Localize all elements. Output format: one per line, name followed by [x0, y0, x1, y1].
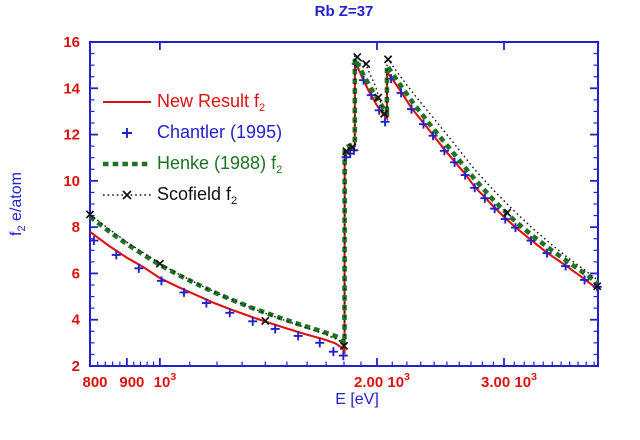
- legend-item-chantler: Chantler (1995): [102, 122, 282, 144]
- legend-item-henke: Henke (1988) f2: [102, 152, 283, 176]
- series-chantler-1995: [89, 59, 602, 361]
- legend-item-scofield: Scofield f2: [102, 183, 282, 207]
- y-axis-label-prefix: f: [8, 231, 25, 236]
- series-scofield: [85, 52, 602, 351]
- x-axis-label: E [eV]: [335, 391, 379, 408]
- chart-title: Rb Z=37: [314, 3, 374, 20]
- legend-label-chantler: Chantler (1995): [157, 121, 283, 142]
- y-tick-label: 2: [72, 358, 80, 375]
- x-tick-label: 2.00 103: [354, 371, 410, 391]
- legend-label-new-result: New Result f2: [157, 90, 266, 114]
- legend: New Result f2 Chantler (1995) Henke (198…: [102, 91, 282, 215]
- legend-sample-solid-line-icon: [103, 100, 151, 104]
- series-henke-1988: [88, 57, 600, 350]
- tick-labels: 800 900 103 2.00 103 3.00 103 2 4 6 8 10 12 14 16: [63, 34, 537, 391]
- y-tick-label: 4: [72, 312, 81, 329]
- y-tick-label: 16: [63, 34, 80, 51]
- x-tick-label: 900: [119, 374, 144, 391]
- legend-sample-plus-marker-icon: [122, 128, 132, 138]
- y-tick-label: 12: [63, 127, 80, 144]
- x-tick-label: 800: [82, 374, 107, 391]
- legend-item-new-result: New Result f2: [102, 90, 282, 114]
- x-tick-label: 3.00 103: [481, 371, 537, 391]
- legend-label-scofield: Scofield f2: [157, 183, 238, 207]
- y-axis-label-sub: 2: [16, 225, 28, 232]
- y-tick-label: 8: [72, 219, 80, 236]
- axis-ticks: [89, 41, 598, 367]
- y-tick-label: 6: [72, 265, 80, 282]
- legend-sample-thick-dashed-line-icon: [103, 161, 151, 167]
- y-tick-label: 10: [63, 173, 80, 190]
- legend-label-henke: Henke (1988) f2: [157, 152, 283, 176]
- x-tick-label: 103: [154, 371, 177, 391]
- y-axis-label-suffix: e/atom: [8, 172, 25, 226]
- series-new-result: [89, 60, 599, 356]
- y-axis-label: f2 e/atom: [8, 172, 28, 236]
- y-tick-label: 14: [63, 80, 80, 97]
- legend-sample-dotted-line-x-marker-icon: [103, 190, 151, 200]
